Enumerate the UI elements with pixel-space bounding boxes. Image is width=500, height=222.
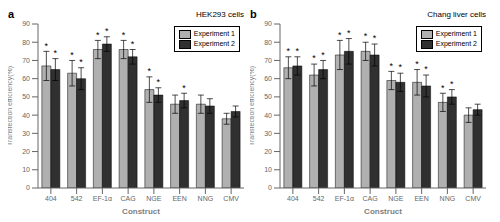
svg-text:Construct: Construct bbox=[364, 207, 402, 214]
svg-text:*: * bbox=[105, 26, 109, 36]
svg-text:*: * bbox=[157, 77, 161, 87]
svg-text:Transfection efficiency(%): Transfection efficiency(%) bbox=[8, 66, 14, 146]
html-text:a: a bbox=[8, 8, 15, 20]
svg-text:50: 50 bbox=[264, 93, 272, 100]
svg-text:*: * bbox=[312, 53, 316, 63]
svg-text:*: * bbox=[338, 30, 342, 40]
svg-text:0: 0 bbox=[26, 184, 30, 191]
svg-text:NNG: NNG bbox=[440, 195, 456, 202]
svg-text:40: 40 bbox=[22, 112, 30, 119]
html-text:b: b bbox=[250, 8, 257, 20]
svg-text:70: 70 bbox=[22, 57, 30, 64]
svg-text:CAG: CAG bbox=[363, 195, 378, 202]
svg-text:90: 90 bbox=[22, 20, 30, 27]
svg-text:EF-1α: EF-1α bbox=[335, 195, 354, 202]
svg-text:*: * bbox=[399, 62, 403, 72]
svg-text:*: * bbox=[79, 57, 83, 67]
svg-text:542: 542 bbox=[313, 195, 325, 202]
svg-text:Construct: Construct bbox=[122, 207, 160, 214]
svg-text:*: * bbox=[364, 31, 368, 41]
svg-text:10: 10 bbox=[264, 166, 272, 173]
svg-text:NNG: NNG bbox=[198, 195, 214, 202]
svg-text:*: * bbox=[296, 46, 300, 56]
svg-text:404: 404 bbox=[287, 195, 299, 202]
svg-text:*: * bbox=[54, 48, 58, 58]
svg-text:*: * bbox=[45, 41, 49, 51]
svg-text:EEN: EEN bbox=[172, 195, 186, 202]
svg-text:542: 542 bbox=[71, 195, 83, 202]
svg-text:*: * bbox=[122, 30, 126, 40]
svg-text:10: 10 bbox=[22, 166, 30, 173]
svg-text:*: * bbox=[441, 83, 445, 93]
svg-text:60: 60 bbox=[22, 75, 30, 82]
svg-text:*: * bbox=[373, 33, 377, 43]
svg-text:20: 20 bbox=[264, 148, 272, 155]
svg-text:90: 90 bbox=[264, 20, 272, 27]
html-text:Experiment 2: Experiment 2 bbox=[193, 40, 235, 47]
svg-text:*: * bbox=[424, 64, 428, 74]
svg-text:30: 30 bbox=[22, 130, 30, 137]
svg-text:*: * bbox=[182, 83, 186, 93]
svg-text:*: * bbox=[321, 50, 325, 60]
svg-text:*: * bbox=[148, 66, 152, 76]
svg-text:CAG: CAG bbox=[121, 195, 136, 202]
svg-text:80: 80 bbox=[22, 39, 30, 46]
svg-text:40: 40 bbox=[264, 112, 272, 119]
svg-text:70: 70 bbox=[264, 57, 272, 64]
svg-text:20: 20 bbox=[22, 148, 30, 155]
svg-text:*: * bbox=[287, 46, 291, 56]
svg-text:NGE: NGE bbox=[388, 195, 404, 202]
svg-text:*: * bbox=[131, 39, 135, 49]
svg-text:50: 50 bbox=[22, 93, 30, 100]
svg-text:*: * bbox=[347, 28, 351, 38]
svg-text:60: 60 bbox=[264, 75, 272, 82]
html-text:HEK293 cells: HEK293 cells bbox=[196, 10, 244, 19]
html-text:Experiment 1: Experiment 1 bbox=[193, 30, 235, 37]
svg-text:0: 0 bbox=[268, 184, 272, 191]
html-text:Experiment 2: Experiment 2 bbox=[435, 40, 477, 47]
svg-text:EEN: EEN bbox=[414, 195, 428, 202]
svg-text:30: 30 bbox=[264, 130, 272, 137]
svg-text:*: * bbox=[96, 30, 100, 40]
svg-text:EF-1α: EF-1α bbox=[93, 195, 112, 202]
svg-text:CMV: CMV bbox=[223, 195, 239, 202]
html-text:Chang liver cells: Chang liver cells bbox=[427, 10, 486, 19]
svg-text:NGE: NGE bbox=[146, 195, 162, 202]
svg-text:*: * bbox=[70, 50, 74, 60]
svg-text:80: 80 bbox=[264, 39, 272, 46]
svg-text:*: * bbox=[415, 59, 419, 69]
html-text:Experiment 1: Experiment 1 bbox=[435, 30, 477, 37]
svg-text:404: 404 bbox=[45, 195, 57, 202]
svg-text:*: * bbox=[390, 61, 394, 71]
svg-text:CMV: CMV bbox=[465, 195, 481, 202]
svg-text:Transfection efficiency(%): Transfection efficiency(%) bbox=[250, 66, 256, 146]
svg-text:*: * bbox=[450, 79, 454, 89]
